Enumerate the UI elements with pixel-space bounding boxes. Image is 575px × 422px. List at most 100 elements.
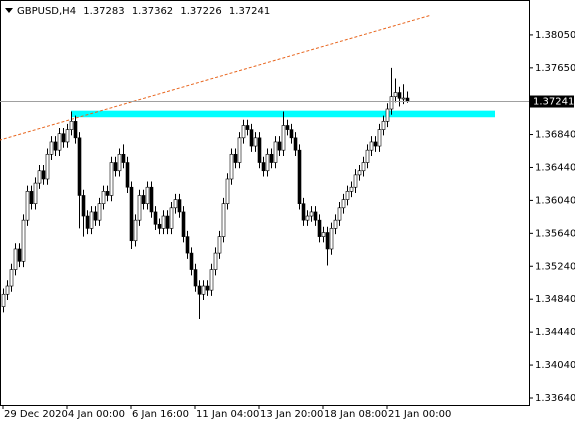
- candle-body: [177, 199, 182, 213]
- candle-body: [389, 96, 394, 110]
- candle-body: [57, 133, 62, 151]
- y-tick-label: 1.36440: [535, 162, 575, 173]
- candle-body: [61, 133, 66, 143]
- candle-body: [385, 108, 390, 122]
- candle-body: [25, 191, 30, 221]
- candle-body: [329, 228, 334, 250]
- plot-frame: [0, 0, 530, 406]
- candle-body: [37, 170, 42, 184]
- candle-body: [205, 285, 210, 291]
- candle-body: [89, 211, 94, 229]
- candle-body: [213, 252, 218, 270]
- candle-body: [29, 191, 34, 204]
- candle-body: [97, 203, 102, 221]
- candle-body: [73, 121, 78, 139]
- candle-body: [269, 153, 274, 163]
- x-tick-label: 21 Jan 00:00: [388, 409, 451, 420]
- candle-body: [405, 97, 410, 102]
- y-tick-label: 1.34040: [535, 360, 575, 371]
- candle-body: [117, 153, 122, 172]
- x-tick-label: 4 Jan 00:00: [68, 409, 125, 420]
- candle-body: [5, 285, 10, 295]
- y-tick-label: 1.35640: [535, 228, 575, 239]
- candle-body: [121, 153, 126, 163]
- candle-body: [13, 248, 18, 270]
- candle-body: [85, 215, 90, 229]
- candle-body: [349, 186, 354, 192]
- candle-body: [65, 129, 70, 143]
- candle-body: [209, 269, 214, 291]
- candle-body: [165, 215, 170, 229]
- candle-body: [125, 162, 130, 188]
- candle-body: [293, 137, 298, 151]
- candle-body: [49, 141, 54, 155]
- candle-body: [109, 162, 114, 196]
- candle-body: [41, 170, 46, 180]
- candle-body: [9, 269, 14, 287]
- candle-body: [273, 141, 278, 163]
- candle-body: [153, 211, 158, 225]
- candle-body: [381, 121, 386, 130]
- y-tick-label: 1.33640: [535, 393, 575, 404]
- candle-body: [17, 248, 22, 262]
- candle-body: [305, 215, 310, 221]
- candle-body: [337, 207, 342, 221]
- candle-body: [93, 211, 98, 221]
- candle-body: [297, 149, 302, 204]
- candle-body: [341, 199, 346, 209]
- candle-body: [309, 211, 314, 217]
- candle-body: [53, 141, 58, 151]
- chart-header: GBPUSD,H4 1.37283 1.37362 1.37226 1.3724…: [17, 6, 270, 17]
- candle-body: [133, 219, 138, 242]
- candle-body: [361, 162, 366, 172]
- candle-body: [77, 137, 82, 196]
- candle-body: [149, 186, 154, 213]
- candle-body: [113, 162, 118, 172]
- price-label: 1.37241: [533, 97, 574, 108]
- candle-body: [33, 182, 38, 204]
- open-value: 1.37283: [83, 6, 124, 17]
- candle-body: [253, 137, 258, 147]
- candle-body: [181, 211, 186, 237]
- candle-body: [21, 219, 26, 262]
- candle-body: [325, 232, 330, 250]
- candle-body: [245, 125, 250, 130]
- candle-body: [285, 125, 290, 130]
- candle-body: [301, 203, 306, 221]
- candle-body: [161, 215, 166, 229]
- candle-body: [189, 252, 194, 270]
- candle-body: [237, 137, 242, 163]
- candle-body: [185, 236, 190, 254]
- candle-body: [357, 170, 362, 176]
- x-tick-label: 11 Jan 04:00: [196, 409, 259, 420]
- candle-body: [145, 186, 150, 204]
- candle-body: [221, 203, 226, 237]
- candle-body: [229, 153, 234, 180]
- candle-body: [369, 141, 374, 151]
- candle-body: [101, 191, 106, 204]
- candle-body: [1, 293, 6, 307]
- candle-body: [265, 153, 270, 172]
- candle-body: [233, 153, 238, 163]
- candle-body: [197, 285, 202, 295]
- candle-body: [321, 232, 326, 237]
- high-value: 1.37362: [132, 6, 173, 17]
- close-value: 1.37241: [229, 6, 270, 17]
- y-tick-label: 1.36040: [535, 195, 575, 206]
- candle-body: [241, 125, 246, 139]
- candle-body: [169, 207, 174, 229]
- y-tick-label: 1.35240: [535, 261, 575, 272]
- y-tick-label: 1.34440: [535, 327, 575, 338]
- x-tick-label: 18 Jan 08:00: [324, 409, 387, 420]
- candle-body: [353, 174, 358, 188]
- candle-body: [201, 285, 206, 295]
- candle-body: [313, 211, 318, 221]
- candle-body: [225, 178, 230, 204]
- x-tick-label: 6 Jan 16:00: [132, 409, 189, 420]
- candle-body: [45, 153, 50, 180]
- candle-body: [173, 199, 178, 209]
- candle-body: [317, 219, 322, 237]
- candle-body: [249, 129, 254, 147]
- candle-body: [157, 223, 162, 229]
